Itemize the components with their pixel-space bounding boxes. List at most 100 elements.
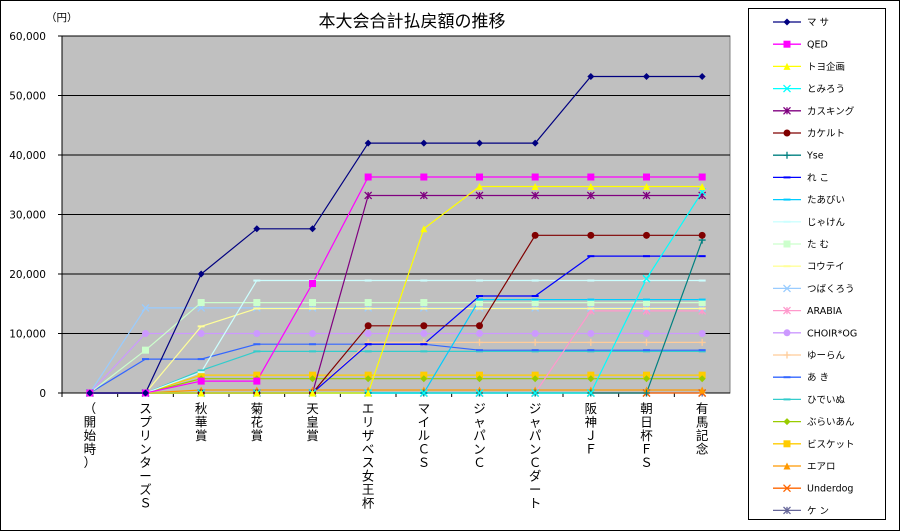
series-line <box>89 332 703 394</box>
data-point <box>531 330 539 337</box>
data-point <box>643 299 650 307</box>
legend-marker <box>783 418 791 426</box>
data-point <box>643 371 650 379</box>
legend-marker <box>783 106 791 115</box>
data-point <box>643 375 650 383</box>
data-point <box>531 173 539 181</box>
data-point <box>476 183 483 191</box>
legend-label: ARABIA <box>807 306 843 317</box>
legend-label: QED <box>807 40 828 51</box>
y-tick-label: 30,000 <box>9 210 46 222</box>
legend-label: たあびい <box>807 195 845 206</box>
data-point <box>531 371 539 379</box>
data-point <box>531 191 540 200</box>
data-point <box>364 330 372 337</box>
data-point <box>309 330 316 337</box>
data-point <box>309 280 316 288</box>
x-tick-label: マイルＣＳ <box>418 401 431 470</box>
legend-label: CHOIR*OG <box>807 328 857 339</box>
data-point <box>364 371 372 379</box>
y-tick-label: 50,000 <box>9 91 46 103</box>
data-point <box>475 191 484 200</box>
data-point <box>476 322 483 330</box>
legend-marker <box>783 484 791 493</box>
legend: マ サ QED トヨ企画 とみろう カスキング カケルト Yse れ こたあびい じゃけんた む… <box>748 8 886 520</box>
data-point <box>420 299 428 307</box>
legend-label: Yse <box>806 151 824 162</box>
data-point <box>476 338 483 346</box>
data-point <box>698 72 706 80</box>
legend-label: とみろう <box>807 84 845 95</box>
data-point <box>475 389 484 397</box>
data-point <box>642 274 651 283</box>
series-line <box>89 279 703 394</box>
data-point <box>643 231 650 239</box>
data-point <box>587 299 595 307</box>
y-axis-label: （円） <box>46 12 78 24</box>
legend-label: カケルト <box>807 129 845 140</box>
data-point <box>476 173 483 181</box>
x-tick-label: 秋華賞 <box>195 401 208 443</box>
series-line <box>89 350 703 394</box>
data-point <box>309 371 316 379</box>
x-tick-label: ジャパンＣダート <box>529 401 542 511</box>
data-point <box>197 389 205 397</box>
data-point <box>420 330 428 337</box>
y-tick-label: 40,000 <box>9 150 46 162</box>
data-point <box>531 338 539 346</box>
legend-label: れ こ <box>807 173 829 184</box>
data-point <box>419 389 428 397</box>
legend-marker <box>783 506 791 515</box>
legend-marker <box>783 284 791 293</box>
data-point <box>142 389 149 397</box>
legend-marker <box>783 351 791 359</box>
data-point <box>587 371 595 379</box>
series-line <box>89 302 703 394</box>
legend-marker <box>783 129 791 137</box>
legend-marker <box>783 240 791 248</box>
series-line <box>89 75 703 394</box>
series-lines <box>89 75 703 394</box>
data-point <box>420 225 428 233</box>
data-point <box>364 299 372 307</box>
data-point <box>142 346 149 354</box>
data-point <box>698 299 706 307</box>
data-point <box>698 191 707 200</box>
data-point <box>587 330 595 337</box>
data-point <box>253 371 261 379</box>
legend-label: つばくろう <box>807 284 855 295</box>
x-tick-label: 有馬記念 <box>696 401 709 457</box>
data-point <box>587 173 595 181</box>
data-point <box>197 299 205 307</box>
data-point <box>141 303 150 312</box>
data-point <box>253 330 261 337</box>
data-point <box>420 173 428 181</box>
x-tick-label: 朝日杯ＦＳ <box>640 401 653 470</box>
data-point <box>364 139 372 147</box>
legend-label: ひでいぬ <box>807 395 846 406</box>
data-point <box>364 389 372 397</box>
data-point <box>586 389 595 397</box>
legend-label: じゃけん <box>807 217 845 228</box>
data-point <box>642 191 651 200</box>
y-tick-label: 20,000 <box>9 269 46 281</box>
data-point <box>531 139 539 147</box>
data-point <box>253 225 261 233</box>
series-line <box>89 307 703 394</box>
legend-label: Underdog <box>807 484 853 495</box>
legend-marker <box>783 18 791 26</box>
x-tick-label: エリザベス女王杯 <box>362 401 375 511</box>
data-point <box>142 330 149 337</box>
data-point <box>420 375 428 383</box>
data-point <box>698 386 706 394</box>
data-point <box>420 139 428 147</box>
series-marker-group <box>86 343 706 394</box>
legend-label: あ き <box>807 373 829 384</box>
legend-label: エアロ <box>807 462 836 473</box>
x-tick-label: 阪神ＪＦ <box>585 401 598 457</box>
legend-label: カスキング <box>807 105 855 117</box>
data-point <box>643 183 650 191</box>
data-point <box>587 72 595 80</box>
data-point <box>643 330 650 337</box>
series-line <box>89 185 703 394</box>
